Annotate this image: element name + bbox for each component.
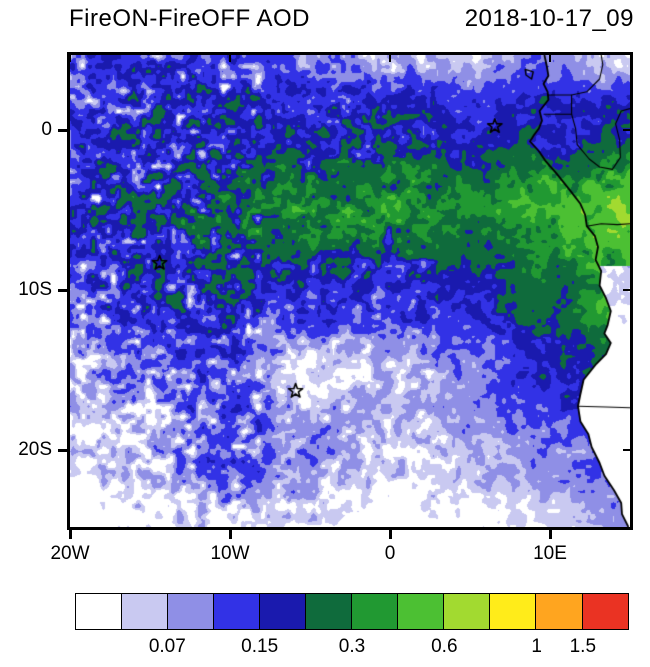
colorbar-segment [581,593,630,630]
colorbar-tick-label: 1 [531,636,542,657]
colorbar-segment [397,593,445,630]
y-axis-tick-right-icon [623,129,630,132]
colorbar-segment [443,593,491,630]
x-axis-tick-top-icon [69,55,71,62]
x-axis-tick-top-icon [229,55,231,62]
colorbar-segment [305,593,353,630]
map-canvas [70,55,630,527]
x-axis-tick [68,530,72,539]
colorbar-tick-label: 0.07 [148,636,186,657]
x-axis-tick-top-icon [389,55,391,62]
x-axis-tick [388,530,392,539]
y-axis-tick [58,288,67,292]
colorbar-segment [535,593,584,630]
colorbar-segment [489,593,537,630]
colorbar-segment [167,593,215,630]
y-axis-label: 10S [18,279,52,301]
x-axis-label: 10E [533,543,567,564]
y-axis-tick [58,128,67,132]
y-axis-tick-right-icon [623,289,630,292]
plot-date: 2018-10-17_09 [464,5,634,32]
colorbar-tick-label: 0.15 [241,636,279,657]
x-axis-label: 20W [50,543,90,564]
colorbar-tick-label: 0.6 [431,636,458,657]
y-axis-label: 0 [41,119,52,141]
x-axis-tick [228,530,232,539]
colorbar [75,593,630,630]
colorbar-tick-label: 1.5 [569,636,597,657]
x-axis-label: 10W [210,543,250,564]
y-axis-label: 20S [18,439,52,461]
x-axis-tick-top-icon [549,55,551,62]
colorbar-segment [351,593,399,630]
plot-title: FireON-FireOFF AOD [69,5,310,32]
colorbar-tick-label: 0.3 [338,636,366,657]
colorbar-segment [75,593,123,630]
colorbar-segment [259,593,307,630]
y-axis-tick-right-icon [623,449,630,452]
colorbar-segment [213,593,261,630]
y-axis-tick [58,448,67,452]
x-axis-tick [548,530,552,539]
x-axis-label: 0 [384,543,396,564]
colorbar-segment [121,593,169,630]
map-panel [67,52,633,530]
